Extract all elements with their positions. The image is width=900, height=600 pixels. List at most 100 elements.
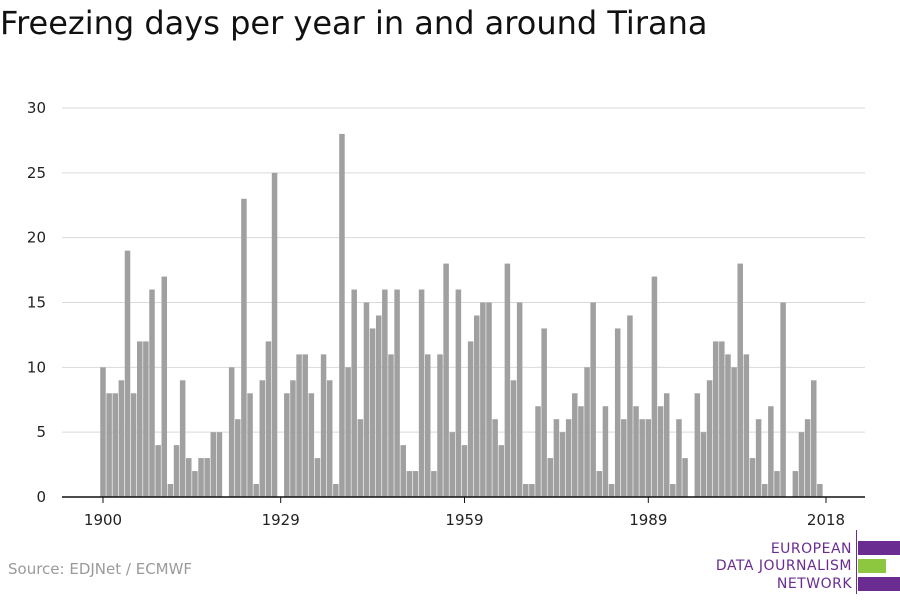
gridlines bbox=[62, 107, 865, 433]
bar-1934 bbox=[308, 393, 315, 497]
bar-1902 bbox=[112, 393, 119, 497]
bar-2002 bbox=[725, 354, 731, 497]
bar-1981 bbox=[596, 471, 603, 497]
bar-1923 bbox=[241, 198, 247, 497]
bar-1911 bbox=[167, 484, 174, 497]
bar-1919 bbox=[216, 432, 223, 497]
bar-2017 bbox=[817, 484, 823, 497]
bar-1984 bbox=[614, 328, 621, 497]
bar-1978 bbox=[578, 406, 584, 497]
bar-1991 bbox=[657, 406, 664, 497]
logo-line-european: EUROPEAN bbox=[770, 541, 852, 557]
bar-1982 bbox=[602, 406, 609, 497]
x-tick-labels: 1900 1929 1959 1989 2018 bbox=[84, 497, 845, 529]
bar-1942 bbox=[357, 419, 364, 497]
bar-1924 bbox=[247, 393, 253, 497]
logo-divider bbox=[856, 530, 857, 594]
bar-1931 bbox=[290, 380, 296, 497]
bar-2003 bbox=[731, 367, 737, 497]
bar-1912 bbox=[173, 445, 180, 497]
bar-1968 bbox=[516, 302, 523, 497]
bar-1952 bbox=[418, 289, 425, 497]
bar-1957 bbox=[449, 432, 455, 497]
bar-1936 bbox=[320, 354, 327, 497]
bar-1946 bbox=[382, 289, 388, 497]
bar-1944 bbox=[369, 328, 376, 497]
bar-1927 bbox=[265, 341, 272, 497]
bar-1973 bbox=[547, 458, 554, 497]
bar-1913 bbox=[179, 380, 186, 497]
bar-2010 bbox=[774, 471, 780, 497]
y-tick-label: 20 bbox=[27, 229, 46, 247]
bar-1945 bbox=[375, 315, 382, 497]
bar-1999 bbox=[706, 380, 713, 497]
x-tick-label: 1929 bbox=[262, 511, 300, 529]
bar-1940 bbox=[345, 367, 351, 497]
bar-1987 bbox=[633, 406, 639, 497]
bar-1916 bbox=[198, 458, 204, 497]
bar-2014 bbox=[798, 432, 805, 497]
bar-2005 bbox=[743, 354, 750, 497]
bar-1985 bbox=[621, 419, 627, 497]
bar-1954 bbox=[431, 471, 437, 497]
y-tick-label: 5 bbox=[36, 423, 46, 441]
x-tick-label: 1900 bbox=[84, 511, 122, 529]
logo-line-data-journalism: DATA JOURNALISM bbox=[715, 558, 852, 574]
bar-1925 bbox=[253, 484, 259, 497]
bar-2015 bbox=[804, 419, 811, 497]
bar-1905 bbox=[130, 393, 137, 497]
bar-1966 bbox=[504, 263, 511, 497]
edjnet-logo[interactable]: EUROPEAN DATA JOURNALISM NETWORK bbox=[700, 530, 900, 595]
bar-2013 bbox=[792, 471, 799, 497]
bar-1915 bbox=[192, 471, 198, 497]
bar-1989 bbox=[645, 419, 652, 497]
bar-1917 bbox=[204, 458, 210, 497]
bar-1986 bbox=[627, 315, 633, 497]
bar-1980 bbox=[590, 302, 596, 497]
bar-2009 bbox=[768, 406, 774, 497]
bar-1962 bbox=[480, 302, 486, 497]
x-tick-label: 2018 bbox=[807, 511, 845, 529]
y-tick-label: 25 bbox=[27, 164, 46, 182]
y-tick-label: 15 bbox=[27, 294, 46, 312]
bar-1956 bbox=[443, 263, 449, 497]
logo-bar-purple-bottom bbox=[858, 577, 900, 591]
bar-2007 bbox=[755, 419, 762, 497]
bar-1988 bbox=[639, 419, 645, 497]
bar-1932 bbox=[296, 354, 302, 497]
logo-bar-purple-top bbox=[858, 541, 900, 555]
bar-1990 bbox=[651, 276, 658, 497]
bar-1975 bbox=[559, 432, 566, 497]
bar-1993 bbox=[670, 484, 676, 497]
bar-1967 bbox=[510, 380, 517, 497]
bar-1971 bbox=[535, 406, 541, 497]
y-tick-labels: 0 5 10 15 20 25 30 bbox=[27, 99, 46, 506]
bar-1903 bbox=[118, 380, 125, 497]
bar-1963 bbox=[486, 302, 492, 497]
logo-line-network: NETWORK bbox=[776, 576, 852, 592]
bar-1921 bbox=[228, 367, 235, 497]
bar-1948 bbox=[394, 289, 400, 497]
bar-1939 bbox=[339, 133, 345, 497]
y-tick-label: 10 bbox=[27, 358, 46, 376]
bar-1977 bbox=[572, 393, 578, 497]
bar-1995 bbox=[682, 458, 688, 497]
y-tick-label: 0 bbox=[36, 488, 46, 506]
bar-2006 bbox=[749, 458, 756, 497]
bar-1964 bbox=[492, 419, 498, 497]
bar-1930 bbox=[284, 393, 290, 497]
logo-bar-green bbox=[858, 559, 886, 573]
bar-1933 bbox=[302, 354, 308, 497]
bar-2011 bbox=[780, 302, 786, 497]
bar-1909 bbox=[155, 445, 161, 497]
bar-1904 bbox=[124, 250, 131, 497]
bar-1959 bbox=[461, 445, 468, 497]
bar-1949 bbox=[400, 445, 406, 497]
bar-1901 bbox=[106, 393, 112, 497]
bar-1937 bbox=[326, 380, 333, 497]
bar-1943 bbox=[363, 302, 370, 497]
bar-1926 bbox=[259, 380, 266, 497]
bar-1910 bbox=[161, 276, 168, 497]
bar-1958 bbox=[455, 289, 462, 497]
